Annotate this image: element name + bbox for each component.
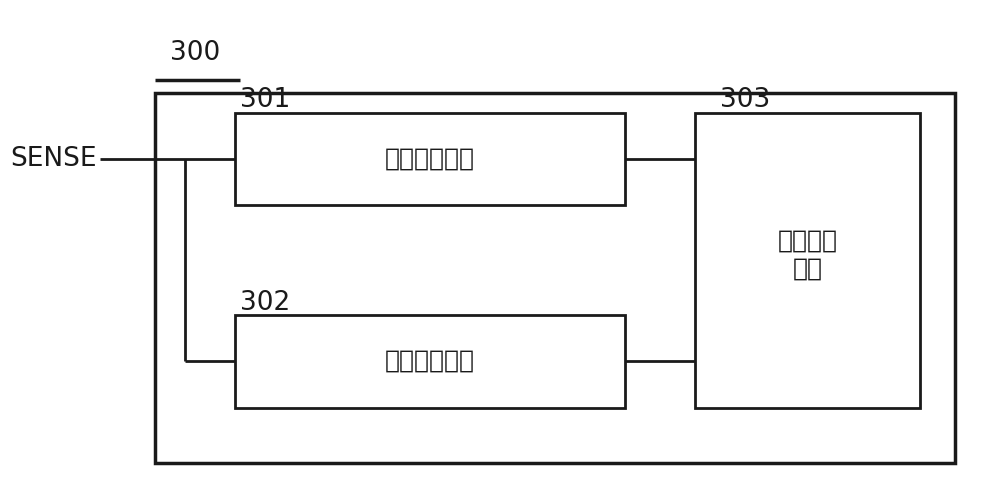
Text: 300: 300 (170, 40, 220, 66)
Bar (155, 92, 955, 462)
Text: 参数校准
部件: 参数校准 部件 (778, 229, 838, 281)
Bar (235, 112, 625, 205)
Text: 303: 303 (720, 87, 770, 113)
Bar (695, 112, 920, 408)
Text: 电容测量电路: 电容测量电路 (385, 146, 475, 171)
Text: 302: 302 (240, 290, 290, 316)
Text: 301: 301 (240, 87, 290, 113)
Text: 充电检测电路: 充电检测电路 (385, 349, 475, 373)
Text: SENSE: SENSE (10, 146, 96, 172)
Bar (235, 315, 625, 408)
